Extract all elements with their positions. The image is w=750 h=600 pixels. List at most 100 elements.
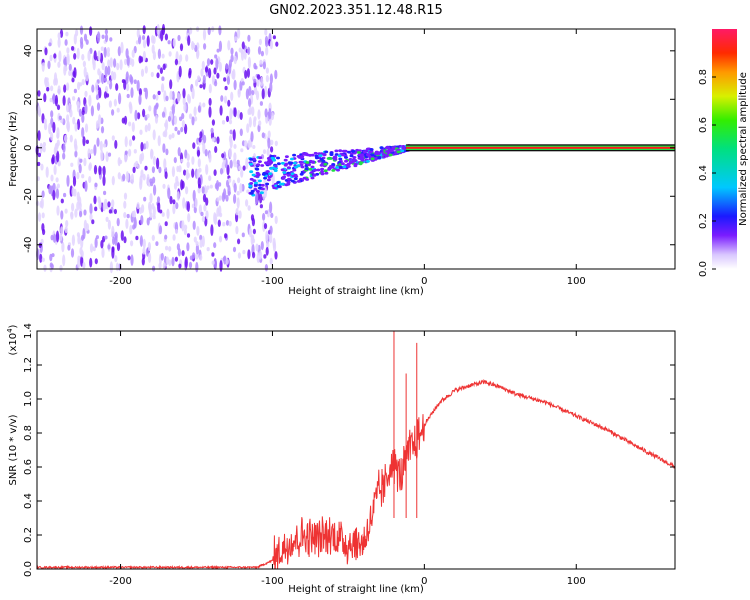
noise-cell: [222, 256, 226, 262]
noise-cell: [221, 153, 225, 159]
noise-cell: [140, 68, 145, 77]
transition-cell: [271, 166, 276, 170]
noise-cell: [202, 28, 207, 41]
noise-cell: [184, 149, 188, 159]
noise-cell: [112, 236, 116, 245]
noise-cell: [218, 235, 223, 243]
transition-cell: [334, 149, 339, 153]
transition-cell: [292, 161, 297, 165]
noise-cell: [208, 68, 212, 79]
noise-cell: [265, 230, 269, 242]
noise-cell: [126, 93, 130, 99]
noise-cell: [159, 67, 163, 74]
noise-cell: [81, 53, 85, 61]
noise-cell: [200, 211, 204, 217]
noise-cell: [226, 164, 230, 176]
noise-cell: [253, 78, 257, 83]
noise-cell: [264, 29, 268, 36]
transition-cell: [298, 160, 303, 164]
noise-cell: [144, 124, 148, 133]
noise-cell: [223, 77, 227, 82]
noise-cell: [248, 105, 252, 115]
noise-cell: [215, 57, 219, 70]
noise-cell: [267, 130, 271, 139]
noise-cell: [202, 193, 207, 203]
noise-cell: [102, 175, 106, 187]
noise-cell: [100, 149, 104, 162]
noise-cell: [130, 240, 134, 247]
noise-cell: [197, 177, 201, 187]
noise-cell: [202, 142, 206, 154]
noise-cell: [247, 249, 251, 260]
transition-cell: [284, 183, 289, 187]
carrier-line: [406, 146, 675, 149]
noise-cell: [36, 176, 41, 182]
noise-cell: [246, 68, 250, 78]
noise-cell: [37, 152, 42, 158]
spectrogram-y-label: Frequency (Hz): [8, 111, 19, 187]
noise-cell: [259, 204, 263, 209]
noise-cell: [70, 162, 74, 167]
noise-cell: [211, 252, 215, 257]
noise-cell: [64, 134, 68, 143]
transition-cell: [284, 155, 289, 159]
noise-cell: [161, 212, 165, 217]
noise-cell: [114, 231, 118, 241]
noise-cell: [55, 177, 59, 183]
noise-cell: [213, 212, 217, 224]
noise-cell: [151, 166, 155, 174]
noise-cell: [53, 72, 58, 83]
noise-cell: [265, 46, 269, 56]
transition-cell: [299, 163, 304, 167]
noise-cell: [233, 107, 237, 118]
noise-cell: [76, 118, 81, 131]
noise-cell: [90, 105, 94, 117]
noise-cell: [50, 110, 54, 118]
noise-cell: [264, 210, 268, 215]
transition-cell: [249, 182, 254, 185]
noise-cell: [171, 256, 175, 267]
noise-cell: [269, 201, 273, 214]
transition-cell: [373, 157, 378, 161]
noise-cell: [161, 83, 165, 93]
noise-cell: [111, 246, 115, 259]
noise-cell: [248, 227, 253, 238]
noise-cell: [177, 60, 181, 65]
noise-cell: [225, 115, 230, 123]
noise-cell: [248, 116, 252, 128]
noise-cell: [178, 65, 182, 78]
noise-cell: [264, 108, 268, 118]
noise-cell: [151, 35, 155, 44]
noise-cell: [60, 210, 64, 220]
noise-cell: [228, 135, 233, 143]
noise-cell: [96, 102, 101, 111]
snr-panel: -200 -100 0 100 0.0 0.2 0.4 0.6 0.8 1.0 1.2 1.4 He…: [6, 323, 676, 595]
noise-cell: [73, 88, 77, 94]
noise-cell: [248, 98, 252, 107]
x-tick-label: -100: [261, 576, 284, 587]
noise-cell: [197, 105, 201, 113]
noise-cell: [265, 67, 269, 74]
noise-cell: [239, 128, 243, 137]
y-tick-label: -40: [23, 237, 34, 253]
noise-cell: [183, 228, 187, 236]
transition-cell: [335, 166, 340, 169]
noise-cell: [242, 165, 246, 171]
noise-cell: [195, 241, 199, 247]
noise-cell: [157, 64, 161, 70]
noise-cell: [191, 168, 195, 178]
spectrogram-y-ticks: -40 -20 0 20 40: [23, 44, 675, 253]
noise-cell: [101, 73, 105, 85]
transition-cell: [320, 170, 325, 174]
noise-cell: [40, 163, 44, 171]
noise-cell: [144, 65, 148, 74]
noise-cell: [165, 148, 169, 156]
noise-cell: [45, 77, 49, 82]
noise-cell: [214, 80, 218, 87]
noise-cell: [168, 246, 172, 252]
noise-cell: [238, 210, 242, 219]
noise-cell: [67, 244, 71, 251]
noise-cell: [166, 208, 170, 219]
noise-cell: [103, 91, 108, 99]
transition-cell: [263, 176, 268, 180]
